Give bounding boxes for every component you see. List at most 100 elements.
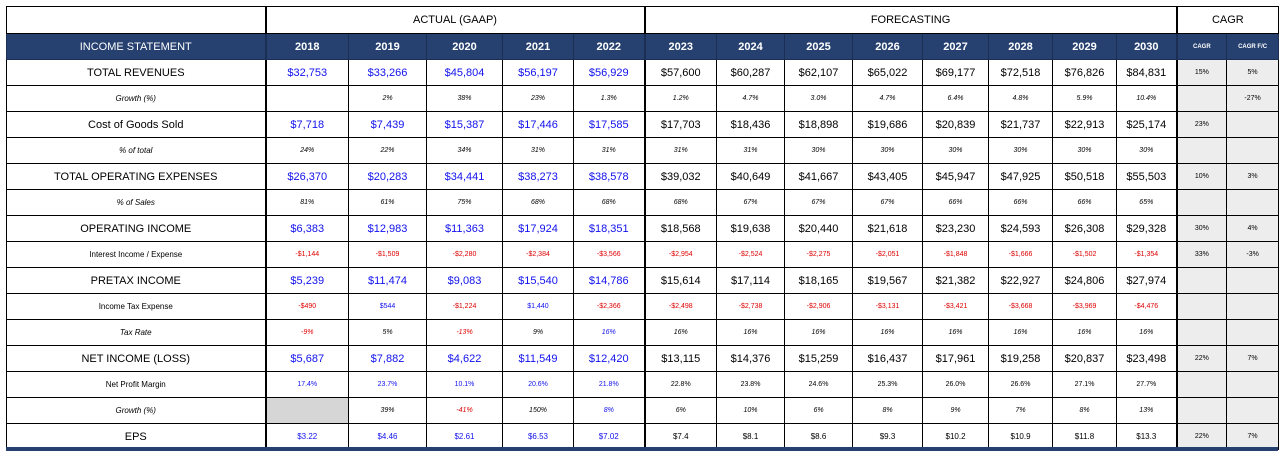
value-cell: $38,578 — [572, 163, 646, 190]
value-cell: $4.46 — [348, 423, 427, 450]
row-label: % of total — [6, 137, 266, 164]
cagr-fc-cell — [1226, 267, 1280, 294]
value-cell: 16% — [572, 319, 646, 346]
header-year-2024: 2024 — [716, 33, 786, 60]
value-cell: 23% — [502, 85, 574, 112]
value-cell: $69,177 — [922, 59, 990, 86]
header-year-2018: 2018 — [264, 33, 349, 60]
value-cell: 26.0% — [922, 371, 990, 398]
value-cell: 68% — [643, 189, 718, 216]
value-cell: $22,927 — [988, 267, 1054, 294]
value-cell: $4,622 — [426, 345, 503, 372]
value-cell: $11,549 — [502, 345, 574, 372]
value-cell: 25.3% — [852, 371, 924, 398]
cagr-fc-cell: -3% — [1226, 241, 1280, 268]
value-cell: $17,961 — [922, 345, 990, 372]
value-cell: 6.4% — [922, 85, 990, 112]
cagr-fc-cell — [1226, 293, 1280, 320]
cagr-fc-cell: -27% — [1226, 85, 1280, 112]
value-cell: $7.4 — [643, 423, 718, 450]
value-cell: 10.4% — [1116, 85, 1178, 112]
value-cell: 30% — [922, 137, 990, 164]
cagr-cell: 15% — [1175, 59, 1228, 86]
value-cell: 3.0% — [784, 85, 854, 112]
value-cell: $5,687 — [264, 345, 349, 372]
value-cell: 4.7% — [716, 85, 786, 112]
value-cell: -$2,280 — [426, 241, 503, 268]
value-cell: 5.9% — [1052, 85, 1118, 112]
value-cell: 30% — [1052, 137, 1118, 164]
value-cell: $72,518 — [988, 59, 1054, 86]
value-cell: $50,518 — [1052, 163, 1118, 190]
value-cell: 16% — [988, 319, 1054, 346]
value-cell: -$1,848 — [922, 241, 990, 268]
cagr-cell: 33% — [1175, 241, 1228, 268]
value-cell: $14,376 — [716, 345, 786, 372]
value-cell: 31% — [643, 137, 718, 164]
value-cell: -$4,476 — [1116, 293, 1178, 320]
value-cell: $39,032 — [643, 163, 718, 190]
group-forecast: FORECASTING — [643, 6, 1178, 34]
table-row: PRETAX INCOME $5,239 $11,474 $9,083 $15,540 $… — [6, 267, 1280, 294]
value-cell: -$2,524 — [716, 241, 786, 268]
value-cell: $11,474 — [348, 267, 427, 294]
value-cell: $20,837 — [1052, 345, 1118, 372]
header-year-2026: 2026 — [852, 33, 924, 60]
row-label: Interest Income / Expense — [6, 241, 266, 268]
value-cell: $15,259 — [784, 345, 854, 372]
row-label: OPERATING INCOME — [6, 215, 266, 242]
value-cell: 31% — [572, 137, 646, 164]
header-year-2022: 2022 — [572, 33, 646, 60]
value-cell: -$3,668 — [988, 293, 1054, 320]
value-cell: $41,667 — [784, 163, 854, 190]
cagr-cell: 30% — [1175, 215, 1228, 242]
group-header-row: ACTUAL (GAAP) FORECASTING CAGR — [6, 6, 1280, 34]
value-cell: $24,806 — [1052, 267, 1118, 294]
value-cell: $13.3 — [1116, 423, 1178, 450]
value-cell: 16% — [784, 319, 854, 346]
value-cell: $12,983 — [348, 215, 427, 242]
value-cell: -$2,384 — [502, 241, 574, 268]
value-cell: 4.7% — [852, 85, 924, 112]
value-cell: 16% — [643, 319, 718, 346]
value-cell: $18,436 — [716, 111, 786, 138]
value-cell: 31% — [502, 137, 574, 164]
cagr-fc-cell: 5% — [1226, 59, 1280, 86]
value-cell: $23,498 — [1116, 345, 1178, 372]
value-cell: 39% — [348, 397, 427, 424]
value-cell: $11.8 — [1052, 423, 1118, 450]
table-row: TOTAL OPERATING EXPENSES $26,370 $20,283 $3… — [6, 163, 1280, 190]
value-cell: 30% — [852, 137, 924, 164]
value-cell: 23.8% — [716, 371, 786, 398]
cagr-fc-cell: 7% — [1226, 423, 1280, 450]
value-cell: $15,540 — [502, 267, 574, 294]
value-cell: $5,239 — [264, 267, 349, 294]
row-label: Cost of Goods Sold — [6, 111, 266, 138]
value-cell: 30% — [1116, 137, 1178, 164]
value-cell: 66% — [988, 189, 1054, 216]
value-cell: $19,567 — [852, 267, 924, 294]
table-row: Interest Income / Expense -$1,144 -$1,509-… — [6, 241, 1280, 268]
cagr-cell — [1175, 319, 1228, 346]
value-cell: $17,924 — [502, 215, 574, 242]
value-cell: 26.6% — [988, 371, 1054, 398]
value-cell: 67% — [784, 189, 854, 216]
value-cell: $12,420 — [572, 345, 646, 372]
value-cell: -$2,275 — [784, 241, 854, 268]
value-cell: -$490 — [264, 293, 349, 320]
value-cell: $18,165 — [784, 267, 854, 294]
value-cell — [264, 397, 349, 424]
value-cell: $544 — [348, 293, 427, 320]
value-cell: $10.9 — [988, 423, 1054, 450]
value-cell: -$2,906 — [784, 293, 854, 320]
header-year-2029: 2029 — [1052, 33, 1118, 60]
value-cell: $24,593 — [988, 215, 1054, 242]
cagr-cell — [1175, 371, 1228, 398]
value-cell: 20.6% — [502, 371, 574, 398]
column-header-row: INCOME STATEMENT 2018 2019 2020 2021 2022 202… — [6, 33, 1280, 60]
value-cell: $7,882 — [348, 345, 427, 372]
group-actual: ACTUAL (GAAP) — [264, 6, 646, 34]
value-cell: $45,947 — [922, 163, 990, 190]
header-year-2021: 2021 — [502, 33, 574, 60]
value-cell: 34% — [426, 137, 503, 164]
